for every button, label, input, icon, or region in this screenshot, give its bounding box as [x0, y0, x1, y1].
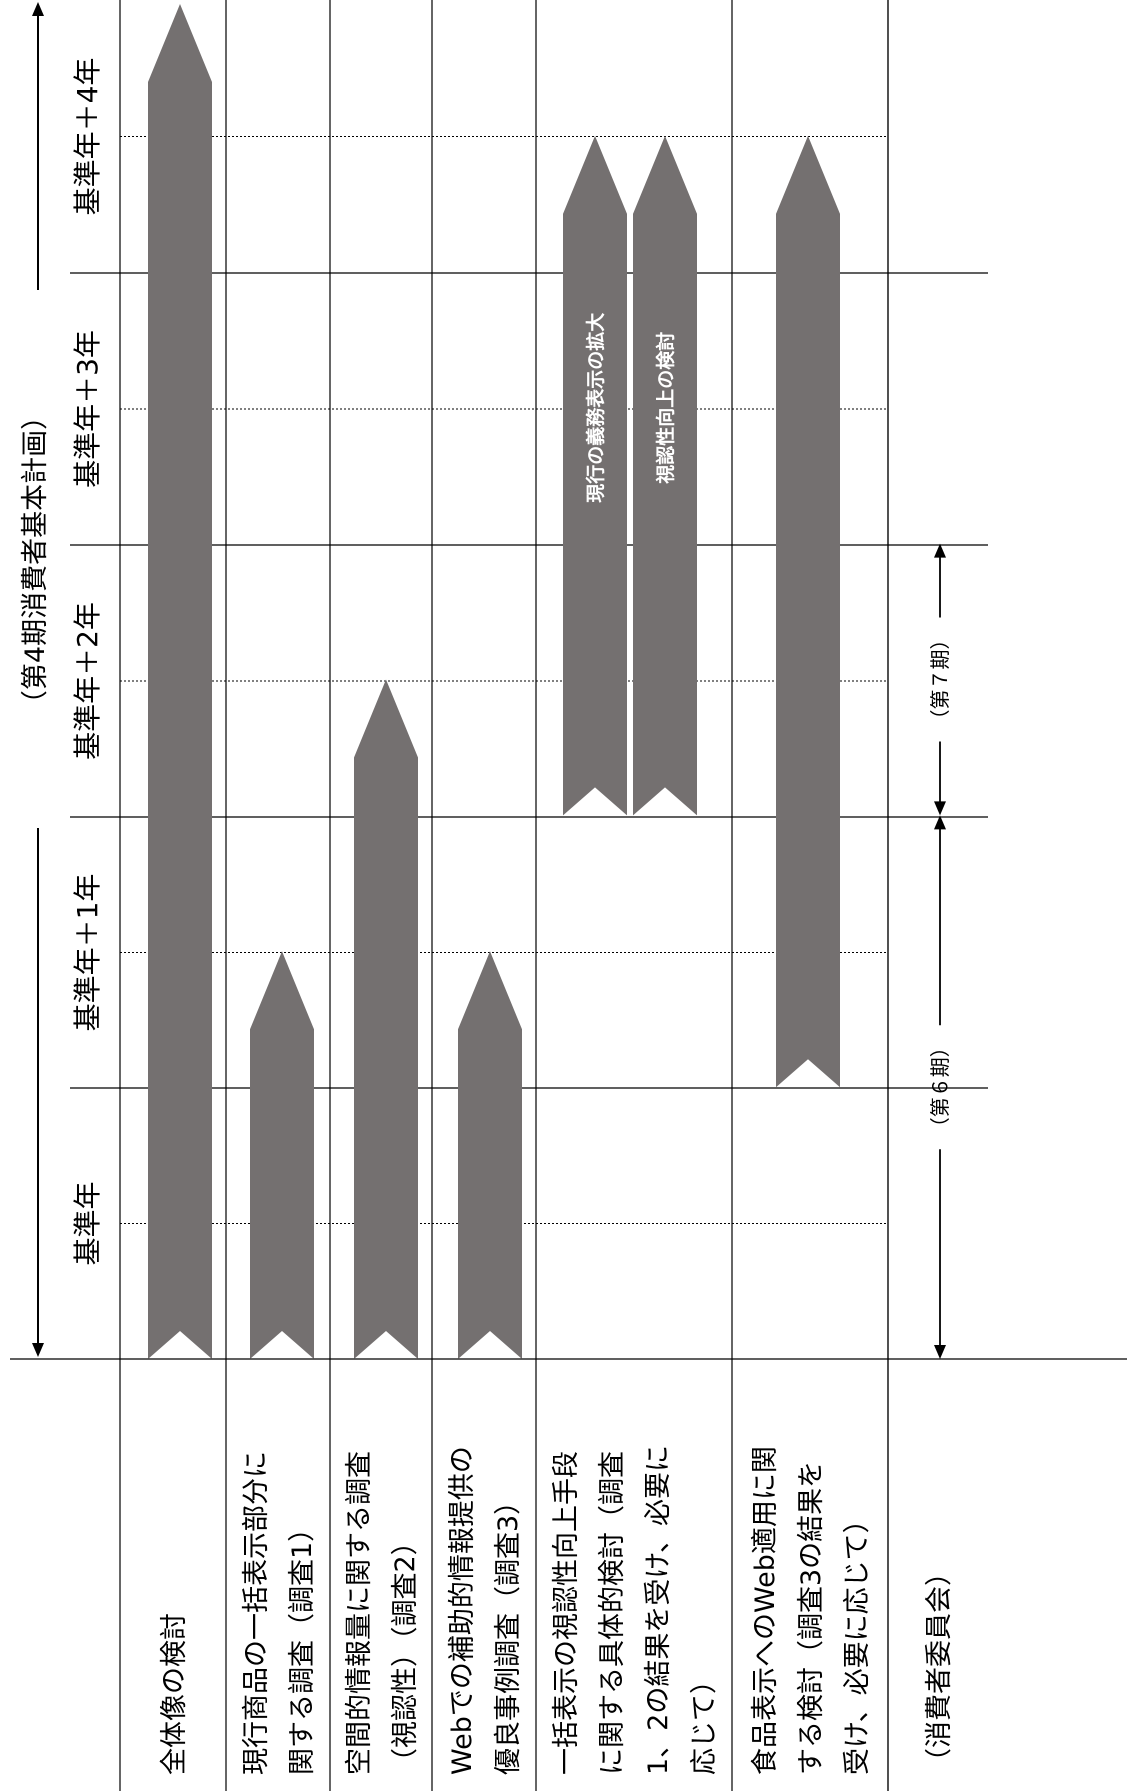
row-label-text: 優良事例調査（調査3） [493, 1488, 524, 1775]
year-label: 基準年＋4年 [71, 58, 104, 216]
plan-arrow-head [32, 2, 44, 16]
task-bar [148, 4, 212, 1359]
period-label: （第６期） [928, 1037, 952, 1137]
row-label-text: 応じて） [689, 1667, 720, 1775]
task-bars [148, 4, 840, 1359]
row-label-text: する検討（調査3の結果を [796, 1461, 827, 1775]
row-label-text: 1、2の結果を受け、必要に [643, 1445, 674, 1775]
task-bar [563, 135, 627, 816]
row-label-text: （消費者委員会） [924, 1559, 955, 1775]
bar-label: 視認性向上の検討 [654, 332, 677, 485]
year-label: 基準年＋3年 [71, 330, 104, 488]
year-label: 基準年 [71, 1181, 104, 1265]
row-label-text: に関する具体的検討（調査 [597, 1451, 628, 1775]
task-bar [458, 951, 522, 1359]
task-bar [633, 135, 697, 816]
row-label-text: Webでの補助的情報提供の [447, 1446, 478, 1775]
task-bar [250, 951, 314, 1359]
row-label-text: 空間的情報量に関する調査 [344, 1451, 375, 1775]
plan-label: （第4期消費者基本計画） [20, 403, 51, 717]
period-label: （第７期） [928, 630, 952, 730]
plan-arrow-head [32, 1343, 44, 1357]
row-label-text: 受け、必要に応じて） [842, 1506, 873, 1775]
row-label-text: 食品表示へのWeb適用に関 [750, 1446, 781, 1775]
row-label-text: 関する調査（調査1） [287, 1515, 318, 1775]
task-bar [354, 679, 418, 1359]
diagram-texts: （第4期消費者基本計画） 基準年 基準年＋1年基準年＋2年基準年＋3年基準年＋4年全… [20, 58, 955, 1775]
bar-label: 現行の義務表示の拡大 [584, 313, 607, 503]
year-label: 基準年＋1年 [71, 874, 104, 1032]
row-label-text: 一括表示の視認性向上手段 [551, 1451, 582, 1775]
row-label-text: 全体像の検討 [159, 1613, 190, 1775]
row-label-text: （視認性）（調査2） [390, 1528, 421, 1775]
task-bar [776, 135, 840, 1088]
year-label: 基準年＋2年 [71, 602, 104, 760]
row-label-text: 現行商品の一括表示部分に [241, 1451, 272, 1775]
